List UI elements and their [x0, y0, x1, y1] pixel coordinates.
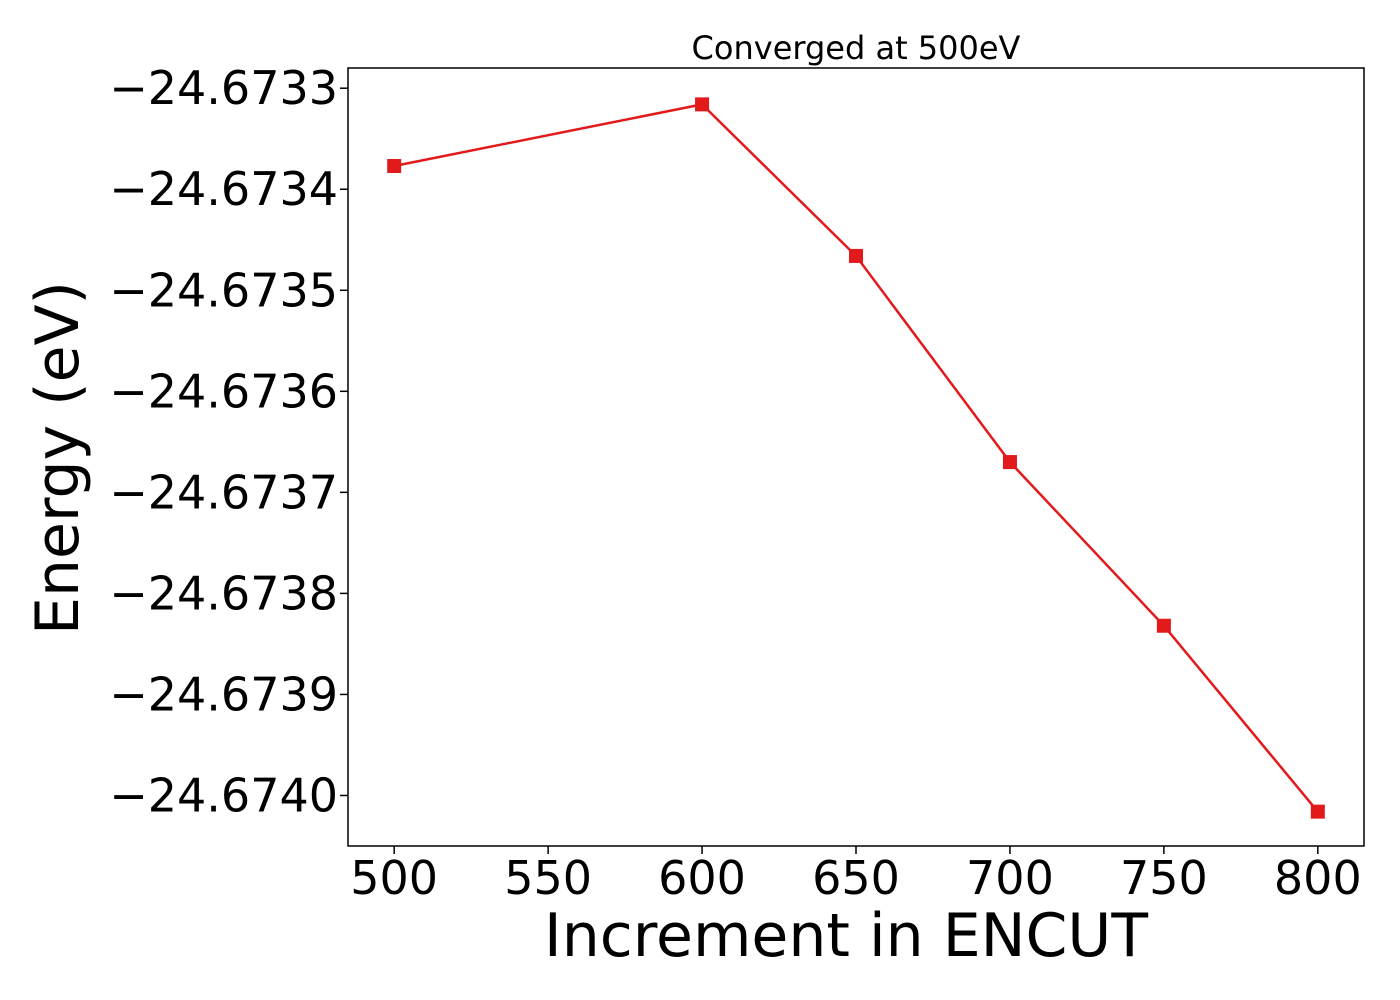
x-tick-label: 800 [1274, 851, 1362, 905]
y-tick-label: −24.6735 [109, 263, 338, 317]
y-tick-label: −24.6740 [109, 768, 338, 822]
data-point-marker [387, 159, 402, 174]
y-tick-label: −24.6738 [109, 566, 338, 620]
data-point-marker [1156, 618, 1171, 633]
data-point-marker [1310, 804, 1325, 819]
y-tick-label: −24.6733 [109, 61, 338, 115]
y-axis: −24.6740 −24.6739 −24.6738 −24.6737 −24.6736… [109, 61, 348, 822]
x-axis-label: Increment in ENCUT [544, 901, 1148, 971]
data-point-marker [695, 97, 710, 112]
x-tick-label: 500 [350, 851, 438, 905]
x-tick-label: 550 [504, 851, 592, 905]
x-tick-label: 600 [658, 851, 746, 905]
y-tick-label: −24.6739 [109, 667, 338, 721]
x-tick-label: 700 [966, 851, 1054, 905]
data-point-marker [1002, 455, 1017, 470]
x-tick-label: 750 [1120, 851, 1208, 905]
y-tick-label: −24.6734 [109, 162, 338, 216]
data-point-marker [849, 248, 863, 263]
plot-area [387, 97, 1325, 819]
series-line [393, 103, 1319, 813]
y-axis-label: Energy (eV) [23, 281, 93, 635]
chart-title: Converged at 500eV [692, 29, 1021, 67]
x-tick-label: 650 [812, 851, 900, 905]
y-tick-label: −24.6737 [109, 465, 338, 519]
x-axis: 500 550 600 650 700 750 800 [350, 846, 1362, 905]
y-tick-label: −24.6736 [109, 364, 338, 418]
